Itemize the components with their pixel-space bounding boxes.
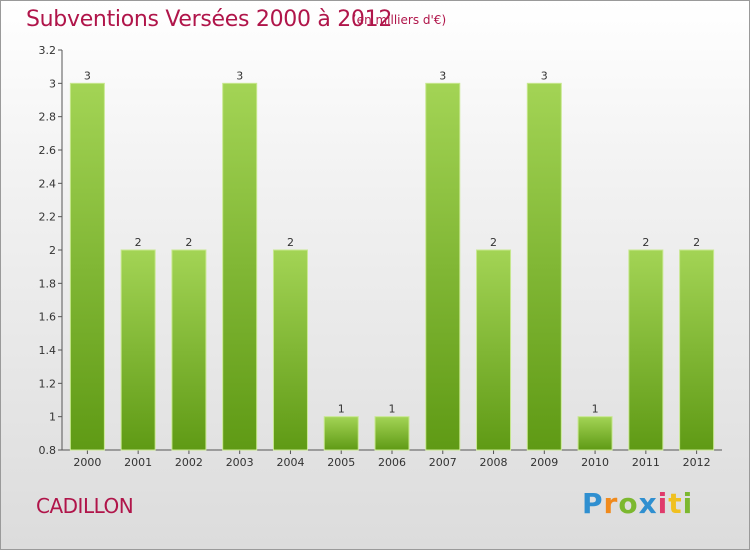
- logo-letter: t: [668, 487, 683, 520]
- bar-value-label: 2: [642, 236, 649, 249]
- logo-letter: P: [582, 487, 604, 520]
- logo-letter: o: [618, 487, 639, 520]
- x-tick-label: 2004: [276, 456, 304, 469]
- x-tick-label: 2010: [581, 456, 609, 469]
- x-tick-label: 2011: [632, 456, 660, 469]
- logo-letter: i: [657, 487, 669, 520]
- bar: [679, 249, 715, 451]
- commune-name: CADILLON: [36, 494, 134, 518]
- bar: [222, 82, 258, 451]
- y-tick-label: 2.8: [39, 111, 57, 124]
- bar: [120, 249, 156, 451]
- y-tick-label: 1.2: [39, 377, 57, 390]
- bar-value-label: 3: [236, 69, 243, 82]
- bar: [526, 82, 562, 451]
- x-tick-label: 2000: [73, 456, 101, 469]
- x-tick-label: 2003: [226, 456, 254, 469]
- bar-value-label: 1: [338, 403, 345, 416]
- bar-value-label: 2: [185, 236, 192, 249]
- proxiti-logo: Proxiti: [582, 487, 693, 520]
- logo-letter: r: [603, 487, 619, 520]
- x-tick-label: 2005: [327, 456, 355, 469]
- x-tick-label: 2007: [429, 456, 457, 469]
- chart-unit: (en milliers d'€): [352, 13, 447, 27]
- y-tick-label: 1.8: [39, 277, 57, 290]
- x-tick-label: 2009: [530, 456, 558, 469]
- bar-value-label: 2: [287, 236, 294, 249]
- x-tick-label: 2001: [124, 456, 152, 469]
- bar: [628, 249, 664, 451]
- bars-group: 3 2 2 3 2 1 1 3 2 3 1 2 2: [69, 69, 715, 451]
- y-tick-label: 1.4: [39, 344, 57, 357]
- bar-value-label: 2: [135, 236, 142, 249]
- bar: [425, 82, 461, 451]
- logo-letter: x: [638, 487, 658, 520]
- y-tick-label: 2.6: [39, 144, 57, 157]
- bar-value-label: 3: [84, 69, 91, 82]
- bar: [476, 249, 512, 451]
- y-tick-label: 3: [49, 77, 56, 90]
- logo-letter: i: [682, 487, 694, 520]
- y-tick-label: 1: [49, 411, 56, 424]
- bar: [577, 416, 613, 451]
- bar-value-label: 1: [592, 403, 599, 416]
- bar: [69, 82, 105, 451]
- x-tick-label: 2006: [378, 456, 406, 469]
- chart-title: Subventions Versées 2000 à 2012: [26, 7, 393, 32]
- x-tick-label: 2012: [683, 456, 711, 469]
- y-tick-label: 0.8: [39, 444, 57, 457]
- y-tick-label: 3.2: [39, 44, 57, 57]
- bar: [272, 249, 308, 451]
- bar-value-label: 1: [389, 403, 396, 416]
- bar-value-label: 3: [439, 69, 446, 82]
- y-tick-label: 2.2: [39, 211, 57, 224]
- bar: [171, 249, 207, 451]
- y-tick-label: 2: [49, 244, 56, 257]
- x-tick-label: 2002: [175, 456, 203, 469]
- bar-value-label: 3: [541, 69, 548, 82]
- x-tick-label: 2008: [480, 456, 508, 469]
- bar-value-label: 2: [693, 236, 700, 249]
- bar-value-label: 2: [490, 236, 497, 249]
- bar: [374, 416, 410, 451]
- y-tick-label: 1.6: [39, 311, 57, 324]
- y-tick-label: 2.4: [39, 177, 57, 190]
- bar: [323, 416, 359, 451]
